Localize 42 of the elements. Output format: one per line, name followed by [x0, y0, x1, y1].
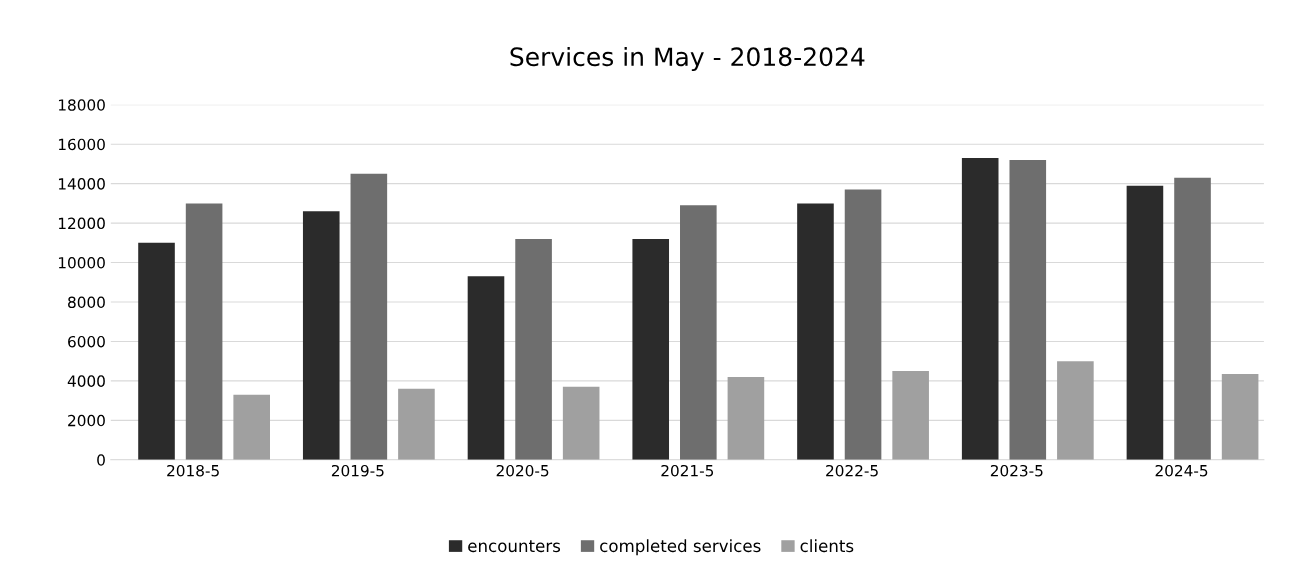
- bar: [467, 276, 505, 460]
- y-tick-label: 4000: [67, 375, 105, 387]
- bar: [562, 386, 600, 460]
- y-tick-label: 8000: [68, 296, 105, 309]
- x-tick-label: 2023-5: [990, 464, 1043, 477]
- bar: [961, 158, 999, 460]
- bar: [1174, 177, 1211, 460]
- y-tick-label: 2000: [68, 414, 105, 427]
- bar: [680, 205, 717, 460]
- y-tick-label: 10000: [58, 257, 105, 269]
- y-tick-label: 0: [97, 454, 105, 466]
- y-tick-label: 16000: [58, 138, 105, 151]
- bar: [727, 376, 765, 460]
- legend-label: clients: [800, 539, 854, 553]
- bar: [1057, 361, 1094, 460]
- bar: [350, 173, 388, 460]
- bar: [1126, 185, 1164, 460]
- x-tick-label: 2019-5: [331, 464, 384, 477]
- x-tick-label: 2020-5: [496, 464, 549, 477]
- bar: [138, 242, 175, 460]
- x-tick-label: 2018-5: [167, 464, 219, 477]
- x-tick-label: 2022-5: [826, 464, 878, 477]
- bar: [844, 189, 882, 460]
- bar: [398, 388, 435, 460]
- bar: [1221, 373, 1259, 460]
- y-tick-label: 14000: [58, 178, 105, 190]
- bar: [1009, 159, 1047, 460]
- bar: [302, 211, 340, 460]
- bar: [515, 238, 552, 460]
- bar: [185, 203, 223, 460]
- bar: [632, 238, 670, 460]
- bar: [233, 394, 270, 460]
- bar: [892, 371, 929, 460]
- chart-title: Services in May - 2018-2024: [510, 46, 865, 72]
- y-tick-label: 6000: [68, 335, 105, 348]
- x-tick-label: 2021-5: [661, 464, 714, 477]
- x-tick-label: 2024-5: [1155, 464, 1208, 477]
- legend-label: encounters: [468, 540, 561, 553]
- legend-label: completed services: [600, 539, 761, 556]
- bar: [797, 203, 834, 460]
- y-tick-label: 12000: [58, 217, 105, 230]
- y-tick-label: 18000: [58, 99, 105, 111]
